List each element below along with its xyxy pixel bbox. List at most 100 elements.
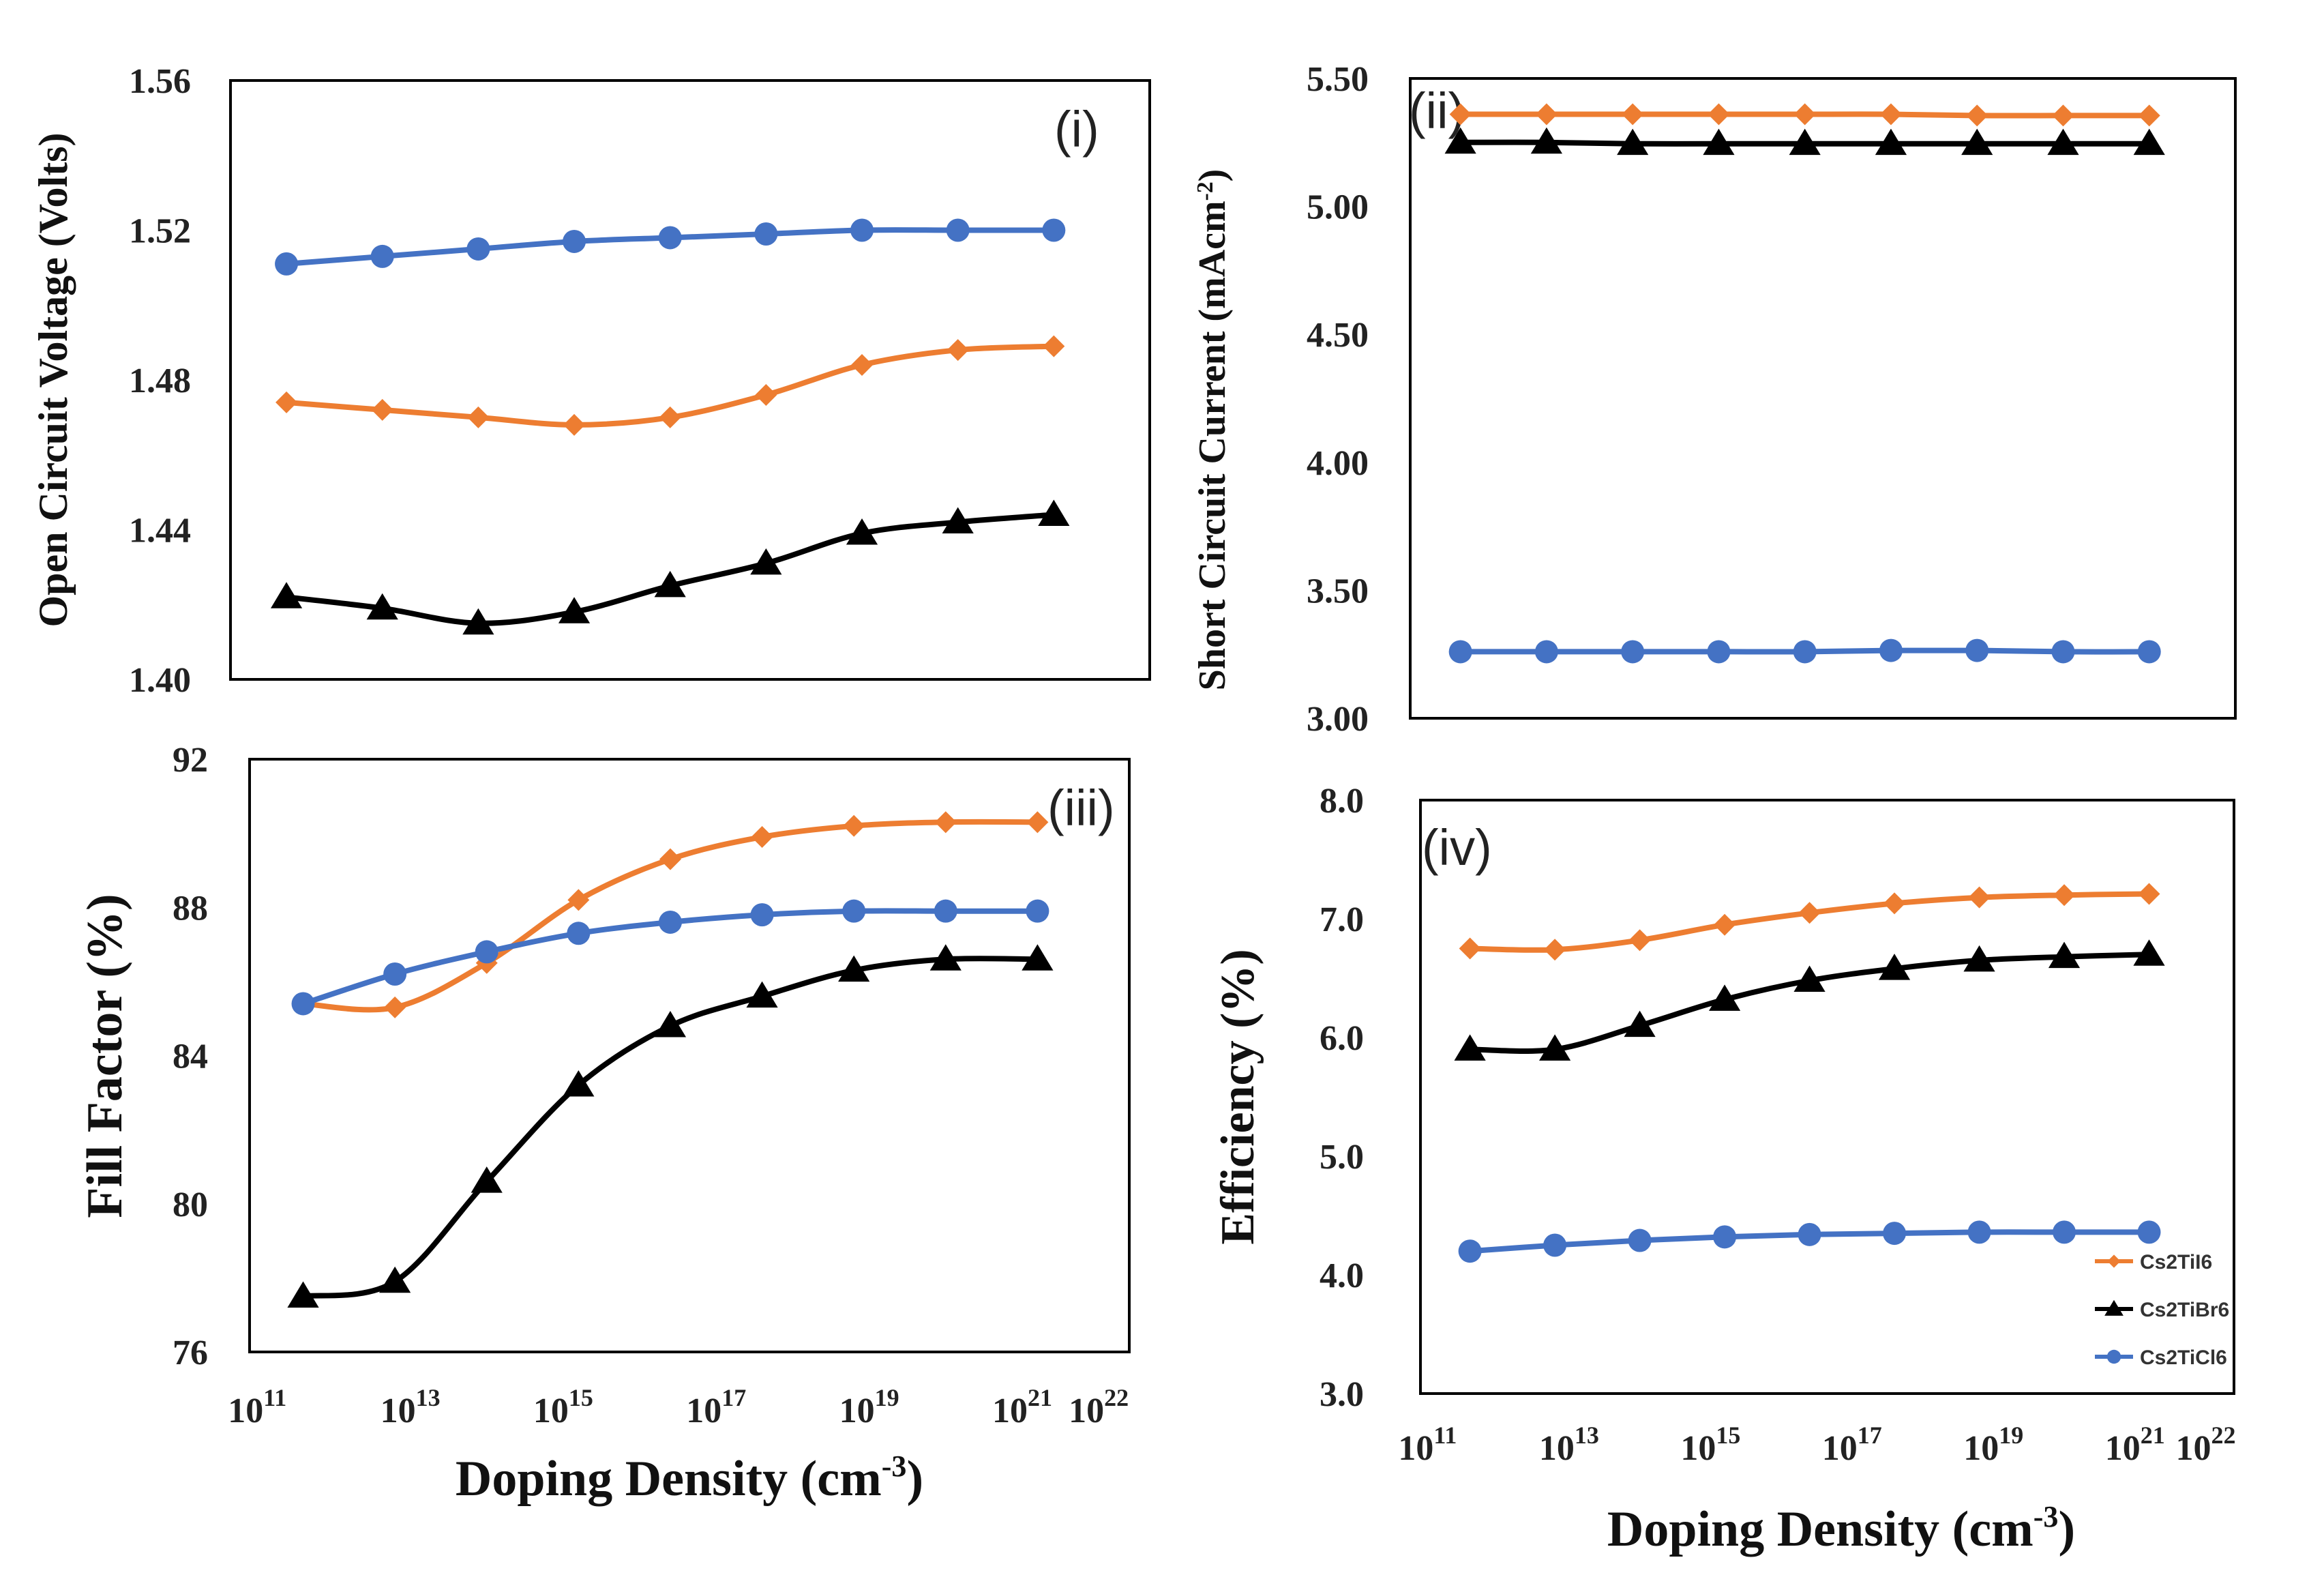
data-point bbox=[1966, 104, 1988, 127]
data-point bbox=[754, 222, 778, 246]
data-point bbox=[567, 889, 590, 911]
chart-panel-3: 76 80 84 88 92 Fill Factor (%) (iii) 1011 1013 10… bbox=[77, 741, 1131, 1507]
data-point bbox=[1628, 1228, 1652, 1252]
y-tick-label: 6.0 bbox=[1320, 1019, 1364, 1058]
y-tick-label: 4.0 bbox=[1320, 1256, 1364, 1295]
series-Cs2TiBr6 bbox=[270, 499, 1070, 635]
x-axis-label: Doping Density (cm-3) bbox=[1607, 1500, 2075, 1557]
y-axis-label: Fill Factor (%) bbox=[77, 894, 133, 1218]
series-Cs2TiI6 bbox=[1449, 103, 2160, 127]
data-point bbox=[370, 244, 394, 268]
data-point bbox=[2053, 884, 2076, 907]
data-point bbox=[750, 903, 774, 927]
data-point bbox=[755, 383, 777, 406]
x-tick-label: 1022 bbox=[1069, 1384, 1129, 1430]
x-tick-label: 1011 bbox=[228, 1384, 286, 1430]
data-point bbox=[275, 252, 299, 276]
x-axis-label: Doping Density (cm-3) bbox=[456, 1449, 923, 1507]
data-point bbox=[1458, 1239, 1482, 1263]
data-point bbox=[1961, 128, 1993, 156]
data-point bbox=[1968, 886, 1991, 909]
data-point bbox=[2051, 640, 2075, 664]
y-tick-label: 92 bbox=[173, 741, 208, 780]
data-point bbox=[751, 826, 773, 849]
series-Cs2TiCl6 bbox=[1448, 638, 2161, 664]
chart-panel-2: 3.00 3.50 4.00 4.50 5.00 5.50 Short Circuit Cu… bbox=[1191, 60, 2237, 739]
y-tick-label: 1.52 bbox=[129, 212, 191, 251]
data-point bbox=[1713, 1225, 1737, 1249]
data-point bbox=[384, 996, 406, 1018]
legend-marker bbox=[2107, 1254, 2121, 1268]
data-point bbox=[1624, 1010, 1656, 1037]
plot-frame bbox=[248, 758, 1131, 1353]
data-point bbox=[2138, 104, 2160, 127]
data-point bbox=[1022, 944, 1054, 971]
data-point bbox=[1530, 127, 1563, 154]
data-point bbox=[371, 398, 393, 421]
y-tick-label: 84 bbox=[173, 1037, 208, 1076]
plot-frame bbox=[229, 79, 1151, 681]
data-point bbox=[383, 962, 407, 986]
y-tick-label: 5.0 bbox=[1320, 1138, 1364, 1177]
data-point bbox=[1617, 128, 1649, 156]
legend: Cs2TiI6 Cs2TiBr6 Cs2TiCl6 bbox=[2095, 1251, 2229, 1369]
y-axis-label: Short Circuit Current (mAcm-2) bbox=[1191, 169, 1234, 691]
plot-frame bbox=[1409, 77, 2237, 720]
data-point bbox=[466, 237, 490, 261]
panel-label: (iii) bbox=[1047, 780, 1115, 836]
data-point bbox=[270, 582, 303, 608]
data-point bbox=[846, 518, 878, 545]
data-point bbox=[850, 218, 874, 242]
data-point bbox=[658, 226, 682, 250]
legend-marker bbox=[2104, 1299, 2124, 1316]
data-point bbox=[746, 981, 778, 1008]
data-point bbox=[1628, 929, 1651, 952]
y-tick-label: 5.00 bbox=[1307, 188, 1369, 227]
data-point bbox=[1789, 128, 1821, 156]
data-point bbox=[291, 992, 315, 1016]
y-tick-label: 1.56 bbox=[129, 62, 191, 101]
chart-panel-4: 3.0 4.0 5.0 6.0 7.0 8.0 Efficiency (%) (iv) 1011… bbox=[1212, 782, 2236, 1557]
x-tick-label: 1015 bbox=[1680, 1422, 1740, 1468]
x-tick-label: 1019 bbox=[1963, 1422, 2023, 1468]
y-tick-label: 3.00 bbox=[1307, 700, 1369, 739]
y-tick-label: 3.0 bbox=[1320, 1375, 1364, 1414]
data-point bbox=[1539, 1034, 1571, 1061]
y-tick-label: 1.40 bbox=[129, 661, 191, 700]
data-point bbox=[563, 229, 586, 253]
data-point bbox=[2137, 1220, 2161, 1244]
series-line bbox=[300, 956, 1041, 1299]
data-point bbox=[1798, 1222, 1821, 1246]
data-point bbox=[929, 944, 962, 971]
plot-frame bbox=[1419, 799, 2235, 1395]
data-point bbox=[934, 811, 957, 834]
series-Cs2TiCl6 bbox=[1458, 1220, 2161, 1263]
legend-label: Cs2TiCl6 bbox=[2140, 1346, 2227, 1369]
y-tick-label: 7.0 bbox=[1320, 900, 1364, 939]
y-tick-label: 88 bbox=[173, 889, 208, 928]
data-point bbox=[1042, 218, 1066, 242]
data-point bbox=[659, 406, 681, 428]
x-tick-label: 1021 bbox=[992, 1384, 1052, 1430]
data-point bbox=[2138, 883, 2160, 905]
data-point bbox=[462, 608, 494, 635]
chart-panel-1: 1.40 1.44 1.48 1.52 1.56 Open Circuit Voltage… bbox=[31, 62, 1151, 700]
data-point bbox=[1965, 638, 1989, 662]
data-point bbox=[1544, 939, 1566, 961]
data-point bbox=[851, 354, 874, 377]
y-tick-label: 76 bbox=[173, 1334, 208, 1372]
data-point bbox=[287, 1281, 319, 1308]
data-point bbox=[1714, 913, 1736, 936]
data-point bbox=[1879, 638, 1903, 662]
data-point bbox=[2052, 104, 2074, 127]
x-tick-label: 1013 bbox=[1539, 1422, 1599, 1468]
data-point bbox=[563, 1070, 595, 1097]
data-point bbox=[2133, 939, 2165, 966]
data-point bbox=[1707, 640, 1731, 664]
data-point bbox=[942, 507, 974, 534]
data-point bbox=[1793, 965, 1826, 992]
x-tick-label: 1019 bbox=[839, 1384, 899, 1430]
data-point bbox=[1449, 103, 1472, 126]
data-point bbox=[1708, 984, 1741, 1011]
